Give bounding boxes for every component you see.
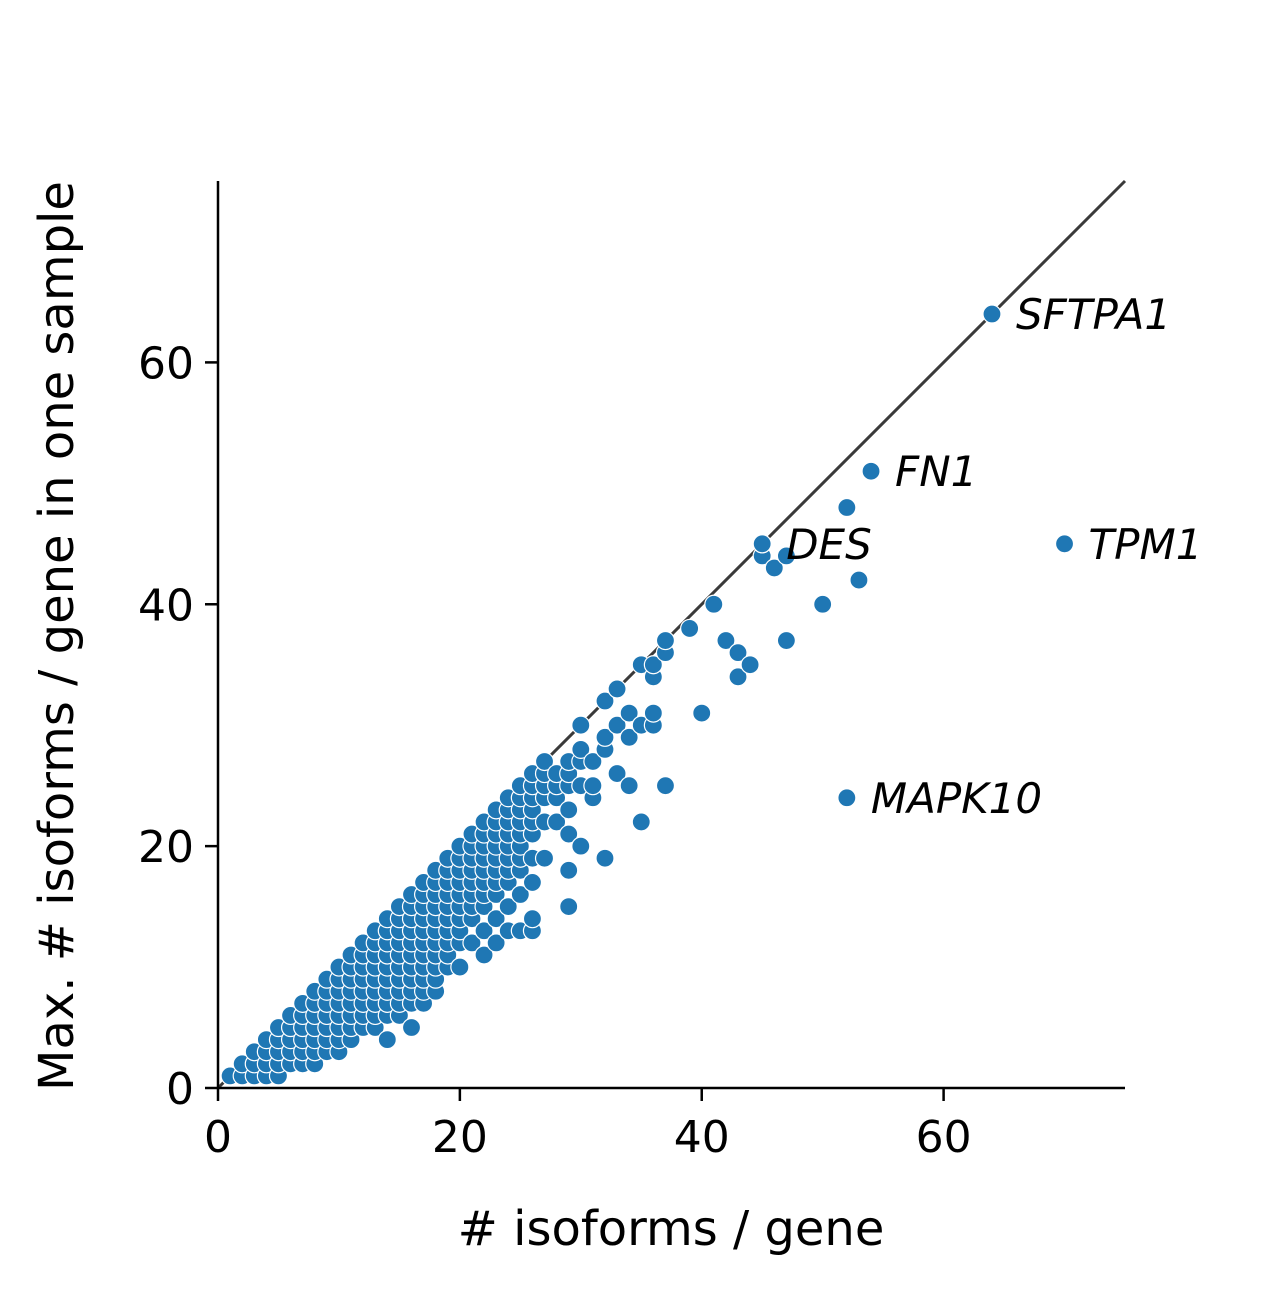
x-tick-label: 20 bbox=[432, 1112, 488, 1163]
data-point bbox=[534, 848, 555, 868]
data-point bbox=[462, 933, 482, 953]
data-point bbox=[740, 655, 760, 675]
data-point bbox=[680, 618, 700, 639]
x-tick-label: 0 bbox=[204, 1112, 232, 1163]
y-tick-label: 0 bbox=[166, 1064, 194, 1115]
data-point bbox=[377, 1030, 397, 1050]
data-point bbox=[619, 703, 639, 723]
data-point bbox=[655, 776, 676, 796]
axes-layer bbox=[216, 181, 1125, 1090]
data-point bbox=[474, 945, 494, 965]
data-point bbox=[510, 884, 530, 905]
labeled-data-point bbox=[861, 461, 881, 481]
data-point bbox=[498, 896, 518, 917]
data-point bbox=[655, 630, 676, 651]
data-point bbox=[583, 751, 603, 772]
data-point bbox=[849, 570, 869, 590]
y-tick-label: 20 bbox=[138, 822, 194, 873]
x-tick-label: 60 bbox=[916, 1112, 972, 1163]
data-point bbox=[728, 643, 748, 663]
data-point bbox=[559, 896, 579, 917]
x-tick-label: 40 bbox=[674, 1112, 730, 1163]
data-point bbox=[571, 836, 591, 856]
point-labels-layer: SFTPA1 FN1 TPM1 DES MAPK10 bbox=[786, 290, 1202, 823]
data-point bbox=[631, 812, 651, 832]
data-point bbox=[619, 727, 639, 747]
gene-label-mapk10: MAPK10 bbox=[871, 774, 1042, 823]
data-point bbox=[522, 909, 543, 929]
data-point bbox=[559, 860, 579, 880]
data-point bbox=[776, 630, 796, 651]
data-point bbox=[607, 715, 627, 735]
data-point bbox=[643, 703, 663, 723]
labeled-data-point bbox=[752, 534, 772, 554]
data-point bbox=[595, 848, 615, 868]
data-point bbox=[486, 909, 506, 929]
data-point bbox=[607, 763, 627, 784]
data-point bbox=[522, 872, 543, 893]
data-point bbox=[595, 727, 615, 747]
y-tick-label: 40 bbox=[138, 580, 194, 631]
gene-label-fn1: FN1 bbox=[895, 447, 977, 496]
data-point bbox=[559, 800, 579, 820]
data-point bbox=[837, 497, 857, 518]
data-point bbox=[619, 776, 639, 796]
labeled-data-point bbox=[837, 788, 857, 808]
data-point bbox=[692, 703, 712, 723]
data-point bbox=[595, 691, 615, 711]
data-point bbox=[571, 715, 591, 735]
data-point bbox=[813, 594, 833, 614]
points-layer bbox=[220, 304, 1075, 1086]
data-point bbox=[728, 667, 748, 687]
data-point bbox=[583, 776, 603, 796]
x-axis-title: # isoforms / gene bbox=[458, 1201, 885, 1257]
y-axis-title: Max. # isoforms / gene in one sample bbox=[29, 181, 85, 1091]
data-point bbox=[607, 679, 627, 699]
data-point bbox=[764, 558, 784, 578]
data-point bbox=[704, 594, 724, 614]
data-point bbox=[559, 824, 579, 844]
ticks-layer: 0 20 40 60 0 20 40 60 bbox=[138, 338, 972, 1163]
data-point bbox=[643, 655, 663, 675]
labeled-data-point bbox=[982, 304, 1002, 324]
data-point bbox=[776, 546, 796, 566]
data-point bbox=[486, 933, 506, 953]
data-point bbox=[474, 921, 494, 941]
labeled-data-point bbox=[1054, 534, 1075, 554]
gene-label-sftpa1: SFTPA1 bbox=[1016, 290, 1171, 339]
gene-label-des: DES bbox=[786, 520, 872, 569]
data-point bbox=[534, 751, 555, 772]
gene-label-tpm1: TPM1 bbox=[1089, 520, 1203, 569]
y-tick-label: 60 bbox=[138, 338, 194, 389]
data-point bbox=[450, 957, 470, 977]
data-point bbox=[401, 1017, 422, 1038]
data-point bbox=[571, 739, 591, 759]
data-point bbox=[716, 630, 736, 651]
data-point bbox=[547, 812, 567, 832]
